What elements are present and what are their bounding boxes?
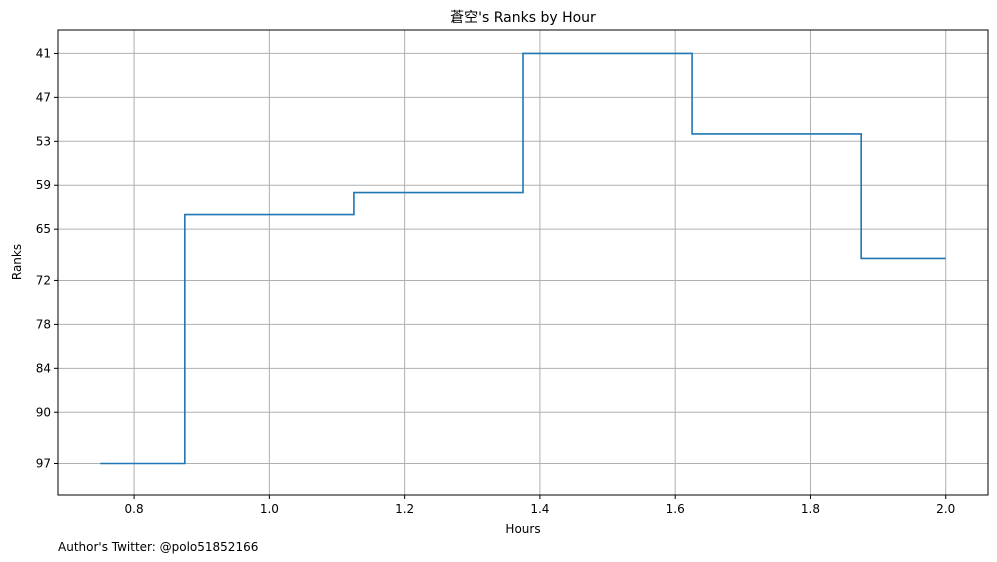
- x-axis-ticks: 0.8 1.0 1.2 1.4 1.6 1.8 2.0: [125, 495, 955, 516]
- x-tick-label: 1.2: [395, 502, 414, 516]
- x-tick-label: 0.8: [125, 502, 144, 516]
- y-axis-label: Ranks: [10, 244, 24, 280]
- plot-area: [100, 52, 946, 465]
- x-tick-label: 1.4: [530, 502, 549, 516]
- plot-frame: [57, 29, 989, 496]
- x-tick-label: 2.0: [936, 502, 955, 516]
- y-tick-label: 59: [36, 178, 51, 192]
- y-tick-label: 72: [36, 273, 51, 287]
- y-tick-label: 84: [36, 361, 51, 375]
- y-tick-label: 65: [36, 222, 51, 236]
- y-tick-label: 47: [36, 90, 51, 104]
- x-tick-label: 1.0: [260, 502, 279, 516]
- chart-title: 蒼空's Ranks by Hour: [450, 10, 596, 26]
- rank-step-line: [100, 52, 946, 465]
- y-axis-ticks: 41 47 53 59 65 72 78 84 90 97: [36, 46, 58, 471]
- grid-lines: [58, 30, 988, 495]
- y-tick-label: 90: [36, 405, 51, 419]
- y-tick-label: 97: [36, 457, 51, 471]
- x-tick-label: 1.8: [801, 502, 820, 516]
- y-tick-label: 41: [36, 46, 51, 60]
- author-twitter-credit: Author's Twitter: @polo51852166: [58, 540, 258, 554]
- x-tick-label: 1.6: [666, 502, 685, 516]
- y-tick-label: 53: [36, 134, 51, 148]
- x-axis-label: Hours: [505, 522, 540, 536]
- y-tick-label: 78: [36, 317, 51, 331]
